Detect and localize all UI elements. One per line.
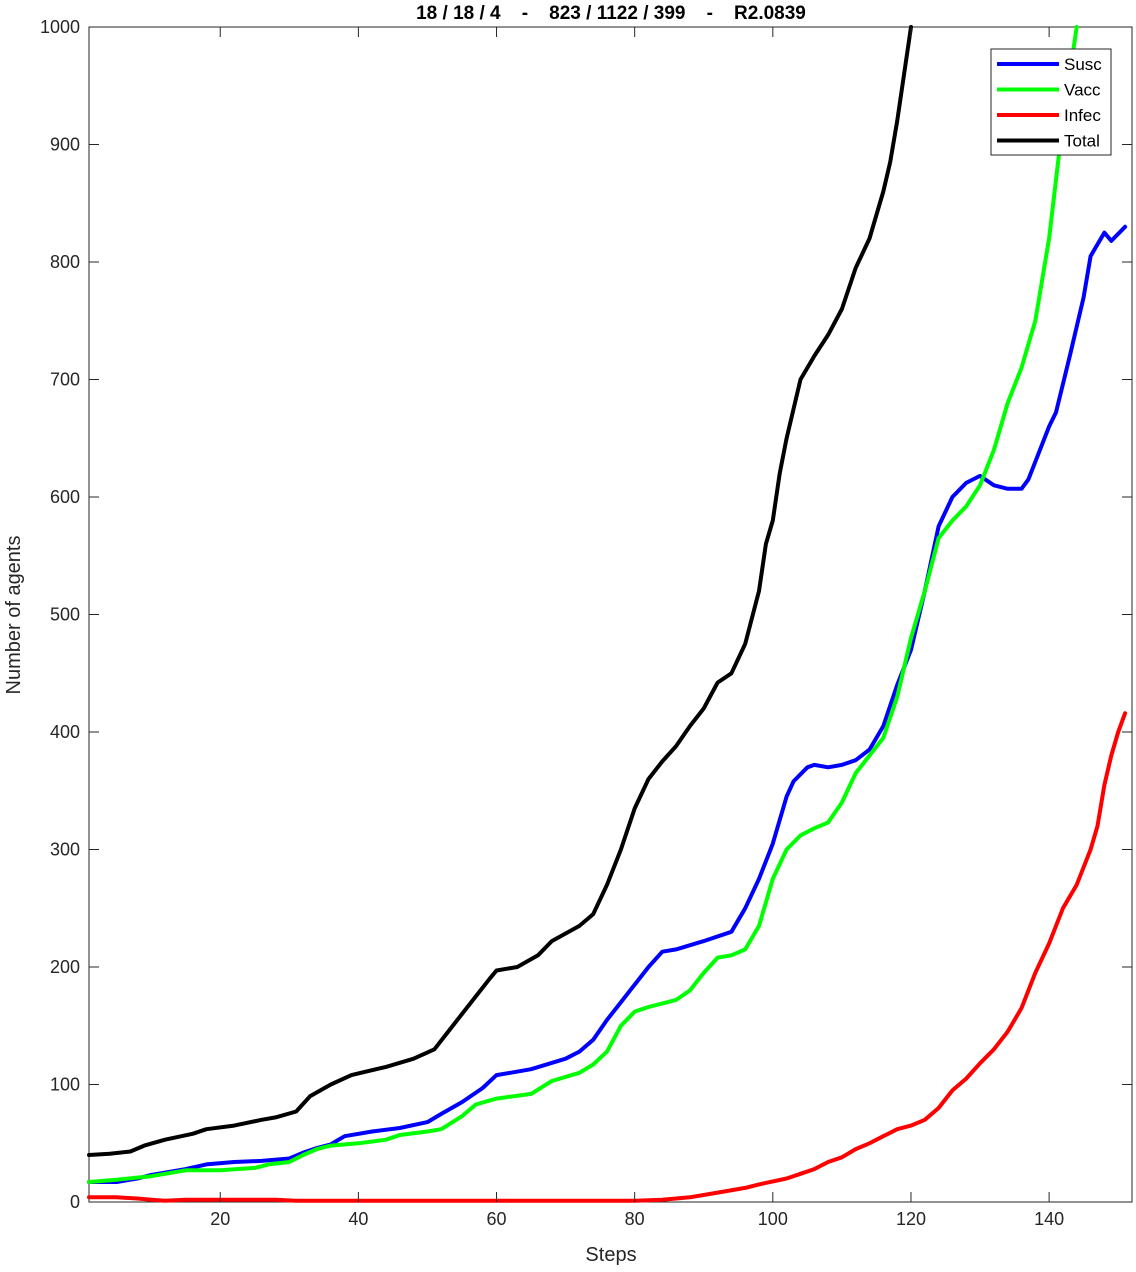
legend-label-susc: Susc xyxy=(1064,55,1102,74)
x-tick-label: 80 xyxy=(625,1209,645,1229)
x-tick-label: 140 xyxy=(1034,1209,1064,1229)
y-tick-label: 800 xyxy=(50,252,80,272)
series-line-total xyxy=(87,25,913,1157)
y-tick-label: 700 xyxy=(50,370,80,390)
series-layer xyxy=(87,25,1128,1203)
y-tick-label: 500 xyxy=(50,605,80,625)
y-tick-label: 900 xyxy=(50,135,80,155)
x-tick-label: 120 xyxy=(896,1209,926,1229)
plot-area: 0 100 200 300 400 500 600 700 800 900 1000 20 40 60 8… xyxy=(40,17,1133,1229)
legend-label-vacc: Vacc xyxy=(1064,81,1101,100)
y-tick-label: 0 xyxy=(70,1192,80,1212)
y-axis: 0 100 200 300 400 500 600 700 800 900 1000 xyxy=(40,17,1132,1212)
x-tick-label: 60 xyxy=(487,1209,507,1229)
x-axis-label: Steps xyxy=(585,1244,636,1266)
legend-box xyxy=(990,48,1112,156)
y-tick-label: 200 xyxy=(50,957,80,977)
y-tick-label: 1000 xyxy=(40,17,80,37)
plot-frame xyxy=(88,26,1133,1203)
series-line-infec xyxy=(87,711,1128,1203)
legend: Susc Vacc Infec Total xyxy=(990,48,1112,156)
y-tick-label: 400 xyxy=(50,722,80,742)
x-axis: 20 40 60 80 100 120 140 xyxy=(210,27,1064,1229)
legend-label-total: Total xyxy=(1064,132,1100,151)
y-tick-label: 100 xyxy=(50,1075,80,1095)
series-line-vacc xyxy=(87,25,1079,1184)
x-tick-label: 40 xyxy=(348,1209,368,1229)
legend-label-infec: Infec xyxy=(1064,106,1101,125)
chart-title: 18 / 18 / 4 - 823 / 1122 / 399 - R2.0839 xyxy=(416,3,806,24)
y-tick-label: 300 xyxy=(50,840,80,860)
x-tick-label: 20 xyxy=(210,1209,230,1229)
y-axis-label: Number of agents xyxy=(3,536,25,695)
x-tick-label: 100 xyxy=(758,1209,788,1229)
y-tick-label: 600 xyxy=(50,487,80,507)
